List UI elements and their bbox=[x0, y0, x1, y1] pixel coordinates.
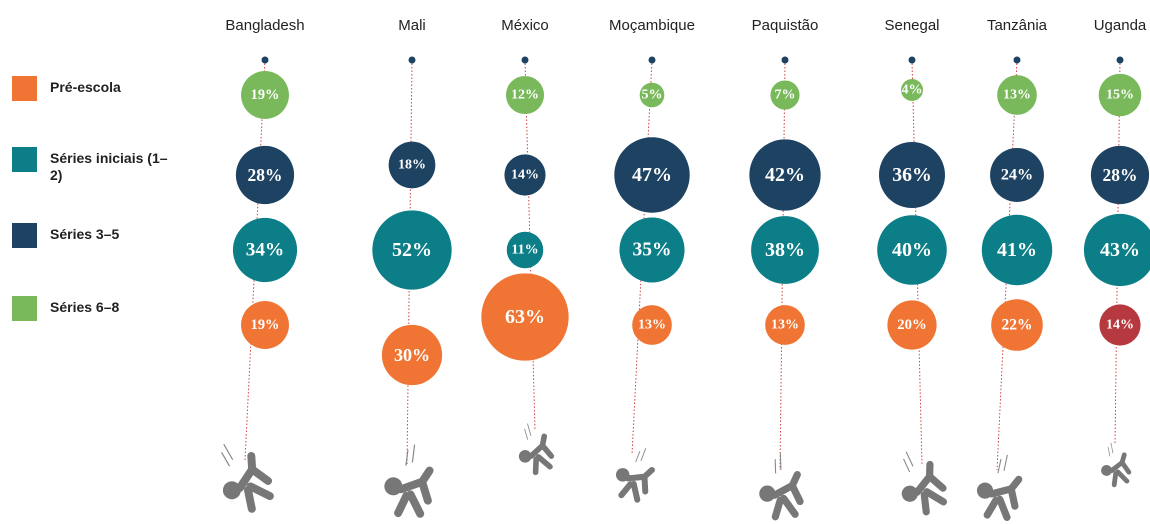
bubble-label: 38% bbox=[765, 239, 805, 261]
anchor-dot bbox=[782, 57, 789, 64]
anchor-dot bbox=[649, 57, 656, 64]
bubble-label: 63% bbox=[505, 306, 545, 328]
motion-lines bbox=[998, 454, 1007, 474]
figure-body bbox=[1109, 455, 1131, 485]
bubble-label: 12% bbox=[511, 88, 539, 103]
bubble-label: 19% bbox=[251, 317, 280, 333]
bubble-label: 19% bbox=[251, 87, 280, 103]
bubble-label: 52% bbox=[392, 239, 432, 261]
anchor-dot bbox=[909, 57, 916, 64]
bubble-label: 28% bbox=[1103, 165, 1138, 185]
falling-figure bbox=[886, 444, 949, 518]
falling-figure bbox=[202, 434, 276, 517]
country-label: Mali bbox=[398, 17, 426, 34]
figure-body bbox=[621, 463, 653, 503]
bubble-label: 40% bbox=[892, 239, 932, 261]
bubble-label: 13% bbox=[638, 318, 666, 333]
legend-swatch bbox=[12, 296, 37, 321]
bubble-label: 5% bbox=[642, 88, 663, 103]
legend-label: Pré-escola bbox=[50, 76, 170, 96]
chart: Bangladesh Mali México Moçambique Paquistão S… bbox=[0, 0, 1150, 524]
legend-label: Séries iniciais (1–2) bbox=[50, 147, 170, 184]
motion-lines bbox=[523, 424, 531, 440]
country-label: México bbox=[501, 17, 549, 34]
legend-label: Séries 6–8 bbox=[50, 296, 170, 316]
anchor-dot bbox=[522, 57, 529, 64]
anchor-dot bbox=[409, 57, 416, 64]
country-label: Moçambique bbox=[609, 17, 695, 34]
bubble-label: 24% bbox=[1001, 167, 1033, 184]
legend-item: Séries iniciais (1–2) bbox=[12, 147, 170, 184]
legend-swatch bbox=[12, 147, 37, 172]
legend-swatch bbox=[12, 76, 37, 101]
falling-figure bbox=[758, 453, 801, 517]
bubble-label: 11% bbox=[511, 243, 538, 258]
bubble-label: 28% bbox=[248, 165, 283, 185]
bubble-label: 15% bbox=[1106, 88, 1134, 103]
legend-label: Séries 3–5 bbox=[50, 223, 170, 243]
bubble-label: 42% bbox=[765, 164, 805, 186]
bubble-label: 14% bbox=[1106, 318, 1134, 333]
bubble-label: 4% bbox=[902, 83, 923, 98]
figure-body bbox=[774, 475, 801, 517]
figure-body bbox=[987, 475, 1020, 521]
motion-lines bbox=[901, 452, 914, 472]
falling-figure bbox=[381, 442, 434, 517]
bubble-label: 22% bbox=[1002, 317, 1033, 334]
legend-item: Séries 3–5 bbox=[12, 223, 170, 248]
country-label: Uganda bbox=[1094, 17, 1147, 34]
anchor-dot bbox=[262, 57, 269, 64]
bubble-label: 36% bbox=[892, 164, 932, 186]
motion-lines bbox=[1107, 443, 1113, 457]
bubble-label: 34% bbox=[246, 240, 284, 261]
legend-item: Pré-escola bbox=[12, 76, 170, 101]
bubble-label: 30% bbox=[394, 345, 430, 365]
bubble-label: 13% bbox=[1003, 88, 1031, 103]
bubble-label: 18% bbox=[398, 158, 426, 173]
falling-figure bbox=[609, 442, 659, 503]
figure-body bbox=[229, 455, 276, 509]
country-label: Senegal bbox=[884, 17, 939, 34]
bubble-label: 14% bbox=[511, 168, 539, 183]
bubble-label: 7% bbox=[775, 88, 796, 103]
falling-figure bbox=[1096, 440, 1131, 486]
bubble-label: 41% bbox=[997, 239, 1037, 261]
bubble-label: 47% bbox=[632, 164, 672, 186]
falling-figure bbox=[511, 420, 555, 476]
falling-figure bbox=[972, 450, 1025, 520]
legend-swatch bbox=[12, 223, 37, 248]
bubble-label: 43% bbox=[1100, 239, 1140, 261]
figure-body bbox=[527, 436, 555, 472]
legend-item: Séries 6–8 bbox=[12, 296, 170, 321]
anchor-dot bbox=[1014, 57, 1021, 64]
anchor-dot bbox=[1117, 57, 1124, 64]
motion-lines bbox=[219, 444, 235, 466]
bubble-label: 20% bbox=[897, 317, 927, 333]
bubble-label: 35% bbox=[632, 240, 671, 261]
country-label: Paquistão bbox=[752, 17, 819, 34]
motion-lines bbox=[636, 447, 646, 464]
country-label: Tanzânia bbox=[987, 17, 1048, 34]
page: Bangladesh Mali México Moçambique Paquistão S… bbox=[0, 0, 1150, 524]
figure-body bbox=[398, 467, 431, 516]
bubble-label: 13% bbox=[771, 318, 799, 333]
country-label: Bangladesh bbox=[225, 17, 304, 34]
